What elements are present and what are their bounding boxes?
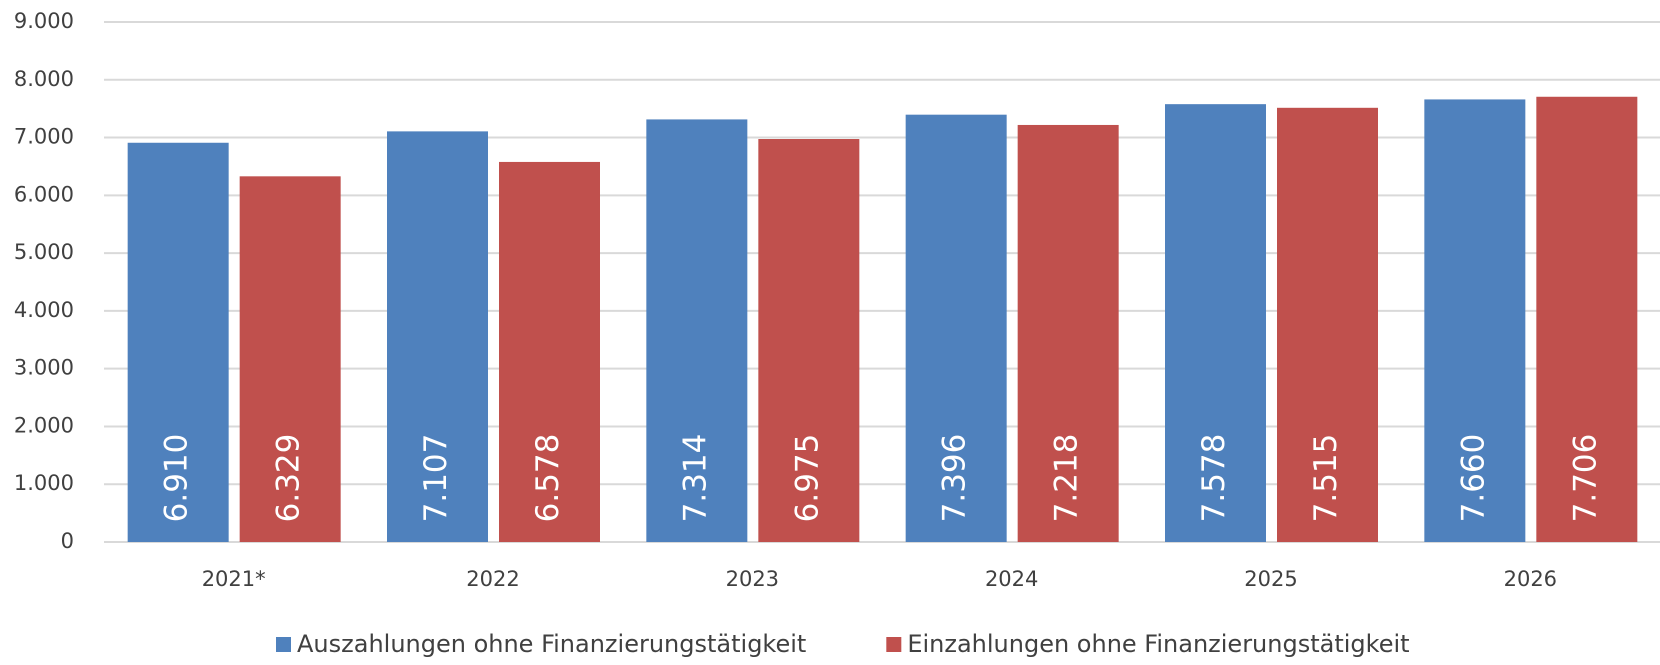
value-label: 7.314 <box>677 434 713 523</box>
legend-label: Auszahlungen ohne Finanzierungstätigkeit <box>297 630 806 658</box>
x-tick-label: 2026 <box>1504 567 1557 591</box>
y-tick-label: 8.000 <box>14 67 74 91</box>
y-tick-label: 1.000 <box>14 471 74 495</box>
y-tick-label: 9.000 <box>14 9 74 33</box>
value-label: 6.329 <box>271 434 307 523</box>
value-label: 7.515 <box>1308 434 1344 523</box>
bar <box>1536 96 1638 543</box>
bar <box>127 142 229 542</box>
bar <box>646 119 748 542</box>
value-label: 6.910 <box>159 434 195 523</box>
value-label: 7.218 <box>1049 434 1085 523</box>
value-label: 7.396 <box>937 434 973 523</box>
value-label: 6.578 <box>530 434 566 523</box>
y-tick-label: 4.000 <box>14 298 74 322</box>
bar <box>1017 124 1119 543</box>
value-label: 7.706 <box>1567 434 1603 523</box>
legend-label: Einzahlungen ohne Finanzierungstätigkeit <box>907 630 1409 658</box>
x-tick-label: 2025 <box>1244 567 1297 591</box>
x-tick-label: 2023 <box>726 567 779 591</box>
y-tick-label: 5.000 <box>14 240 74 264</box>
legend-swatch <box>886 637 902 652</box>
value-label: 7.660 <box>1455 434 1491 523</box>
x-tick-label: 2022 <box>466 567 519 591</box>
bar <box>1277 107 1378 543</box>
legend-swatch <box>276 637 291 652</box>
bar <box>758 139 860 542</box>
x-tick-label: 2024 <box>985 567 1038 591</box>
value-label: 7.107 <box>418 434 454 523</box>
y-tick-label: 0 <box>61 529 74 553</box>
bar <box>1424 99 1526 542</box>
value-label: 6.975 <box>789 434 825 523</box>
bar <box>239 176 341 542</box>
bar <box>387 131 488 542</box>
y-tick-label: 3.000 <box>14 356 74 380</box>
y-tick-label: 6.000 <box>14 182 74 206</box>
value-label: 7.578 <box>1196 434 1232 523</box>
y-tick-label: 2.000 <box>14 413 74 437</box>
y-tick-label: 7.000 <box>14 125 74 149</box>
bar <box>1165 104 1266 542</box>
bar <box>905 114 1007 543</box>
bar <box>499 161 600 542</box>
x-tick-label: 2021* <box>202 567 266 591</box>
